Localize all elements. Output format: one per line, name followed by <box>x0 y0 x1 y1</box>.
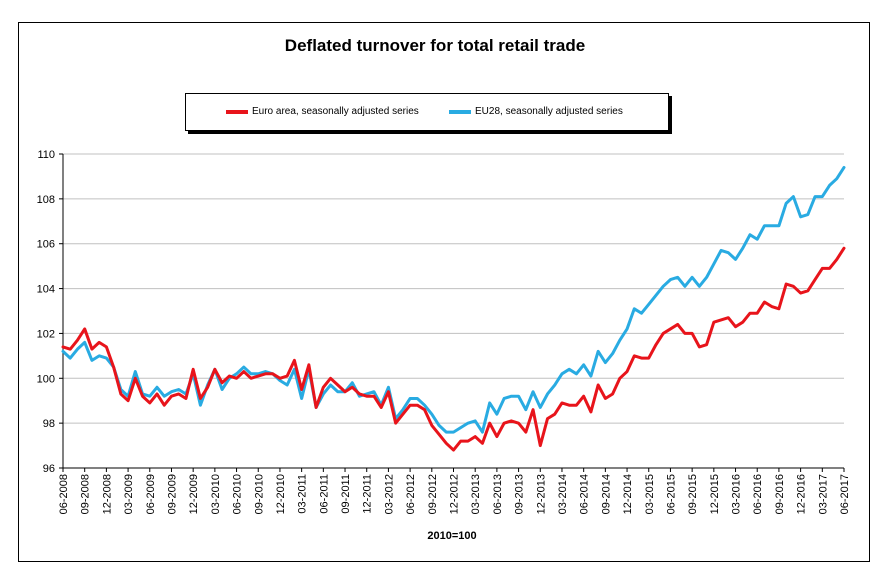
x-tick-label: 09-2010 <box>253 474 265 514</box>
y-tick-label: 100 <box>37 373 55 385</box>
x-tick-label: 09-2008 <box>80 474 92 514</box>
legend-swatch-euro-area <box>226 109 248 114</box>
x-tick-label: 12-2009 <box>188 474 200 514</box>
x-tick-label: 09-2014 <box>600 474 612 514</box>
x-tick-label: 03-2011 <box>297 474 309 514</box>
x-tick-label: 06-2014 <box>579 474 591 514</box>
x-tick-label: 06-2008 <box>58 474 70 514</box>
x-tick-label: 03-2014 <box>557 474 569 514</box>
y-tick-label: 110 <box>37 149 55 161</box>
x-tick-label: 03-2015 <box>644 474 656 514</box>
x-tick-label: 12-2008 <box>101 474 113 514</box>
x-tick-label: 12-2015 <box>709 474 721 514</box>
x-tick-label: 12-2011 <box>362 474 374 514</box>
y-tick-label: 102 <box>37 328 55 340</box>
x-tick-label: 06-2017 <box>839 474 851 514</box>
x-tick-label: 09-2016 <box>774 474 786 514</box>
chart-title: Deflated turnover for total retail trade <box>284 36 586 55</box>
x-tick-label: 03-2016 <box>731 474 743 514</box>
y-tick-label: 104 <box>37 284 55 296</box>
y-tick-label: 96 <box>43 463 55 475</box>
x-tick-label: 12-2010 <box>275 474 287 514</box>
x-tick-label: 06-2013 <box>492 474 504 514</box>
x-tick-label: 03-2009 <box>123 474 135 514</box>
y-tick-label: 108 <box>37 194 55 206</box>
legend-label-euro-area: Euro area, seasonally adjusted series <box>252 106 419 117</box>
x-tick-label: 03-2010 <box>210 474 222 514</box>
x-tick-label: 12-2013 <box>535 474 547 514</box>
x-tick-label: 06-2016 <box>752 474 764 514</box>
series-line-euro-area <box>61 246 846 452</box>
x-tick-label: 09-2013 <box>514 474 526 514</box>
x-tick-label: 12-2016 <box>796 474 808 514</box>
x-tick-label: 09-2012 <box>427 474 439 514</box>
x-tick-label: 06-2012 <box>405 474 417 514</box>
x-tick-label: 03-2013 <box>470 474 482 514</box>
x-tick-label: 09-2009 <box>166 474 178 514</box>
x-tick-label: 09-2015 <box>687 474 699 514</box>
x-tick-label: 12-2012 <box>449 474 461 514</box>
x-tick-label: 06-2009 <box>145 474 157 514</box>
x-axis-label: 2010=100 <box>427 530 477 542</box>
y-tick-label: 98 <box>43 418 55 430</box>
legend-item-euro-area: Euro area, seasonally adjusted series <box>226 106 419 117</box>
x-tick-label: 03-2012 <box>383 474 395 514</box>
legend-label-eu28: EU28, seasonally adjusted series <box>475 106 623 117</box>
legend-item-eu28: EU28, seasonally adjusted series <box>449 106 623 117</box>
x-tick-label: 09-2011 <box>340 474 352 514</box>
legend: Euro area, seasonally adjusted series EU… <box>185 93 669 131</box>
x-tick-label: 03-2017 <box>817 474 829 514</box>
x-tick-label: 06-2015 <box>665 474 677 514</box>
x-tick-label: 06-2011 <box>318 474 330 514</box>
x-tick-label: 06-2010 <box>232 474 244 514</box>
x-tick-label: 12-2014 <box>622 474 634 514</box>
series-line-eu28 <box>61 165 846 434</box>
legend-swatch-eu28 <box>449 109 471 114</box>
y-tick-label: 106 <box>37 239 55 251</box>
